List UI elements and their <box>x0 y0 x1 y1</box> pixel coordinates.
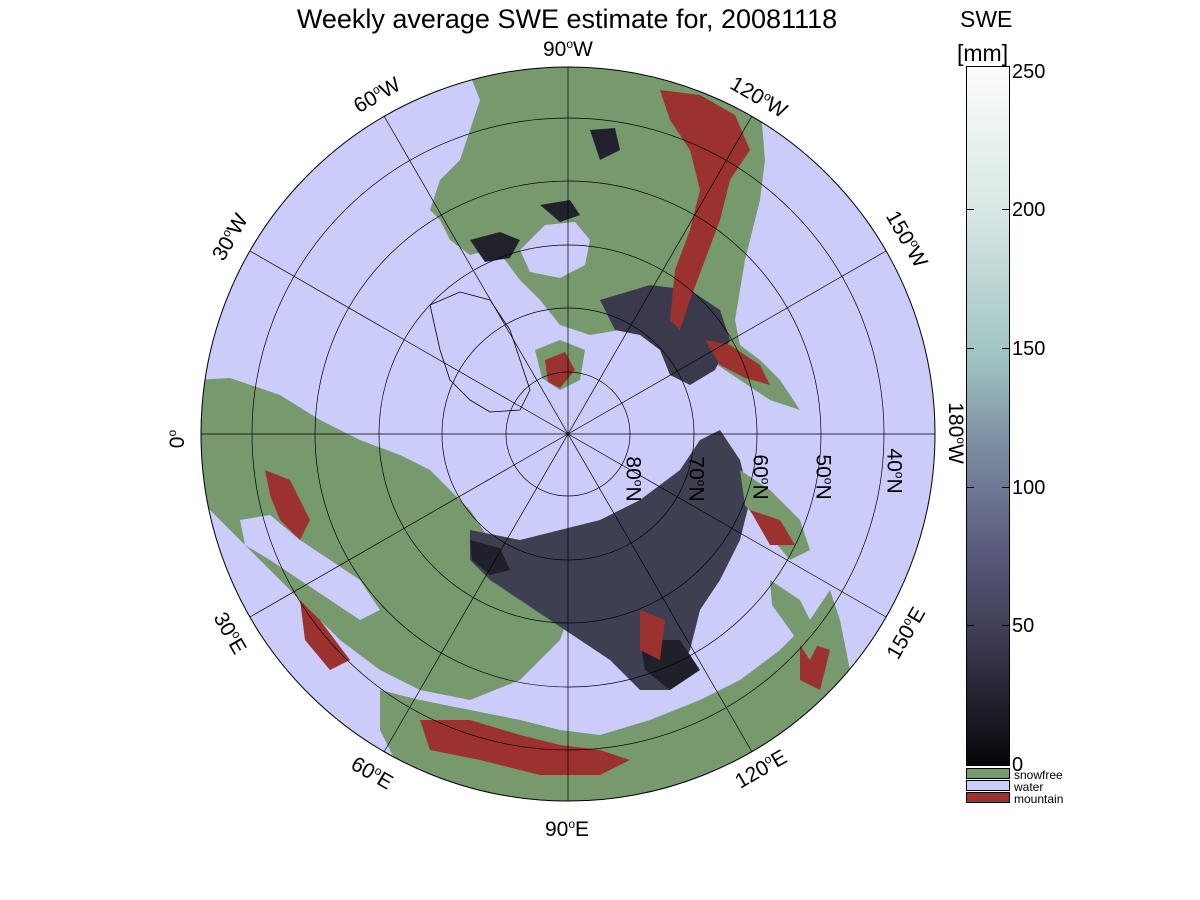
lon-label-90w: 90oW <box>543 37 593 61</box>
na-snow-north <box>600 285 730 385</box>
lat-label-70n: 70oN <box>684 456 709 502</box>
lat-label-50n: 50oN <box>811 454 836 500</box>
swe-colorbar <box>966 66 1010 766</box>
mediterranean <box>240 515 380 620</box>
siberia-snow <box>470 430 750 690</box>
colorbar-tick-200: 200 <box>1012 199 1046 221</box>
colorbar-tick-50: 50 <box>1012 615 1035 637</box>
lon-label-0: 0o <box>165 429 190 449</box>
colorbar-tickmark <box>1002 209 1010 210</box>
meridian-lines <box>201 67 935 801</box>
colorbar-title: SWE <box>960 6 1013 32</box>
legend-swatch-snowfree <box>966 768 1010 779</box>
colorbar-tick-250: 250 <box>1012 61 1046 83</box>
europe-mountain <box>265 470 350 670</box>
lat-label-60n: 60oN <box>748 454 773 500</box>
colorbar-tickmark <box>1002 348 1010 349</box>
legend-label-water: water <box>1014 780 1044 794</box>
colorbar-tickmark <box>966 625 974 626</box>
kamchatka <box>740 470 810 560</box>
colorbar-tick-100: 100 <box>1012 477 1046 499</box>
colorbar-tickmark <box>966 209 974 210</box>
hudson-bay <box>520 222 590 278</box>
legend-label-snowfree: snowfree <box>1014 768 1063 782</box>
colorbar-unit: [mm] <box>957 40 1009 66</box>
map-title: Weekly average SWE estimate for, 2008111… <box>296 4 838 34</box>
colorbar-tick-150: 150 <box>1012 338 1046 360</box>
colorbar-tickmark <box>966 487 974 488</box>
siberia-snow-dark <box>470 540 700 690</box>
colorbar-tickmark <box>1002 487 1010 488</box>
lat-label-40n: 40oN <box>882 448 907 494</box>
colorbar-tick-0: 0 <box>1012 754 1024 776</box>
greenland <box>429 291 531 413</box>
lon-label-180w: 180oW <box>943 402 968 464</box>
colorbar-tickmark <box>966 348 974 349</box>
colorbar-tickmark <box>1002 625 1010 626</box>
rockies-mountain <box>660 90 750 330</box>
lat-label-80n: 80oN <box>621 456 646 502</box>
alaska-mountain <box>705 340 770 385</box>
na-snow-patches <box>470 128 620 262</box>
legend-swatch-water <box>966 780 1010 791</box>
legend-label-mountain: mountain <box>1014 792 1064 806</box>
arctic-islands-mountain <box>545 352 575 388</box>
lon-label-90e: 90oE <box>545 817 590 841</box>
polar-map <box>200 66 936 802</box>
map-boundary <box>200 66 936 802</box>
legend-swatch-mountain <box>966 792 1010 803</box>
asia-mountain <box>420 510 830 775</box>
